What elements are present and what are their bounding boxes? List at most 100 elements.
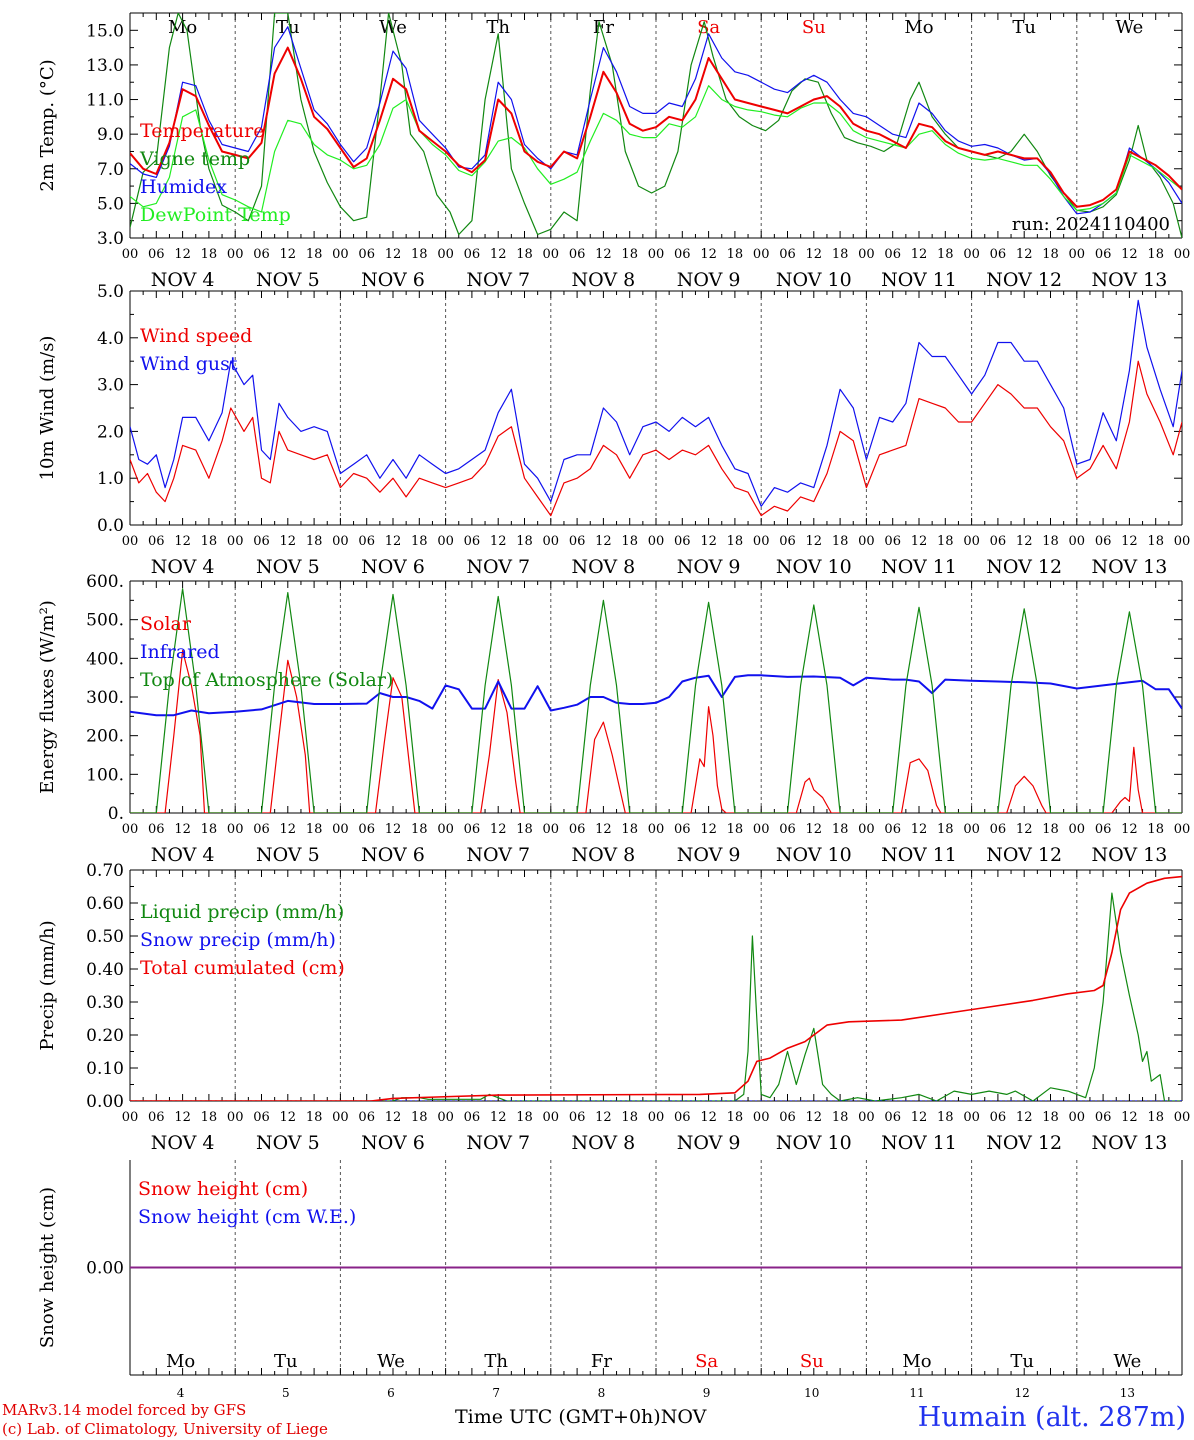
hour-tick-label: 18 xyxy=(727,1110,744,1125)
hour-tick-label: 06 xyxy=(674,247,691,262)
y-tick-label: 500. xyxy=(86,611,124,631)
hour-tick-label: 00 xyxy=(122,1110,139,1125)
hour-tick-label: 00 xyxy=(227,822,244,837)
day-name-label: Mo xyxy=(904,17,933,38)
hour-tick-label: 12 xyxy=(174,1110,191,1125)
date-label: NOV 9 xyxy=(677,269,741,291)
hour-tick-label: 12 xyxy=(280,247,297,262)
date-label: NOV 5 xyxy=(256,269,320,291)
hour-tick-label: 06 xyxy=(779,822,796,837)
hour-tick-label: 06 xyxy=(464,822,481,837)
date-label: NOV 13 xyxy=(1091,1132,1167,1154)
legend-entry: Snow height (cm) xyxy=(138,1178,308,1200)
hour-tick-label: 18 xyxy=(832,1110,849,1125)
hour-tick-label: 06 xyxy=(779,1110,796,1125)
date-label: NOV 9 xyxy=(677,844,741,866)
hour-tick-label: 06 xyxy=(779,247,796,262)
hour-tick-label: 12 xyxy=(490,247,507,262)
y-axis-label: 2m Temp. (°C) xyxy=(37,59,58,191)
hour-tick-label: 06 xyxy=(1095,534,1112,549)
hour-tick-label: 00 xyxy=(858,247,875,262)
day-name-label: Mo xyxy=(166,1351,195,1372)
y-tick-label: 0.50 xyxy=(86,927,124,947)
date-label: NOV 8 xyxy=(572,556,636,578)
hour-tick-label: 12 xyxy=(385,247,402,262)
hour-tick-label: 00 xyxy=(437,247,454,262)
hour-tick-label: 18 xyxy=(516,534,533,549)
hour-tick-label: 00 xyxy=(1174,534,1191,549)
date-label: NOV 6 xyxy=(361,269,425,291)
hour-tick-label: 12 xyxy=(280,822,297,837)
hour-tick-label: 18 xyxy=(1042,534,1059,549)
hour-tick-label: 00 xyxy=(1174,822,1191,837)
hour-tick-label: 00 xyxy=(437,534,454,549)
panel-5: 0.00 Snow height (cm) Snow height (cm) Snow… xyxy=(37,1160,1183,1400)
hour-tick-label: 06 xyxy=(990,534,1007,549)
date-label: NOV 13 xyxy=(1091,844,1167,866)
hour-tick-label: 12 xyxy=(700,1110,717,1125)
hour-tick-label: 18 xyxy=(516,247,533,262)
y-tick-label: 0.0 xyxy=(97,516,124,536)
hour-tick-label: 00 xyxy=(332,534,349,549)
hour-tick-label: 12 xyxy=(700,822,717,837)
series-line-dewpoint-temp xyxy=(130,85,1182,213)
hour-tick-label: 06 xyxy=(884,822,901,837)
hour-tick-label: 00 xyxy=(963,247,980,262)
hour-tick-label: 18 xyxy=(1147,247,1164,262)
hour-tick-label: 00 xyxy=(543,534,560,549)
hour-tick-label: 00 xyxy=(858,1110,875,1125)
hour-tick-label: 12 xyxy=(1016,534,1033,549)
hour-tick-label: 12 xyxy=(385,822,402,837)
y-tick-label: 0.70 xyxy=(86,861,124,881)
panel-1: 3.0 5.0 7.0 9.0 11.0 13.0 15.0 2m Temp. (°C) 00 0… xyxy=(37,12,1190,291)
hour-tick-label: 12 xyxy=(911,247,928,262)
date-label: NOV 10 xyxy=(776,269,852,291)
hour-tick-label: 06 xyxy=(674,822,691,837)
day-number-label: 11 xyxy=(909,1386,924,1400)
hour-tick-label: 00 xyxy=(858,534,875,549)
hour-tick-label: 12 xyxy=(700,534,717,549)
hour-tick-label: 06 xyxy=(358,247,375,262)
day-name-label: We xyxy=(1116,17,1144,38)
hour-tick-label: 18 xyxy=(411,534,428,549)
hour-tick-label: 00 xyxy=(648,822,665,837)
date-label: NOV 4 xyxy=(151,269,215,291)
day-name-label: Fr xyxy=(591,1351,612,1372)
hour-tick-label: 12 xyxy=(490,534,507,549)
hour-tick-label: 12 xyxy=(806,1110,823,1125)
hour-tick-label: 00 xyxy=(122,247,139,262)
date-label: NOV 12 xyxy=(986,269,1062,291)
lab-credit: (c) Lab. of Climatology, University of L… xyxy=(2,1420,328,1438)
hour-tick-label: 06 xyxy=(253,534,270,549)
legend-entry: Infrared xyxy=(140,641,220,663)
hour-tick-label: 18 xyxy=(201,1110,218,1125)
hour-tick-label: 12 xyxy=(806,247,823,262)
date-label: NOV 12 xyxy=(986,556,1062,578)
day-name-label: Fr xyxy=(593,17,614,38)
day-number-label: 9 xyxy=(703,1386,711,1400)
series-line-liquid-precip-mm-h- xyxy=(130,892,1182,1101)
hour-tick-label: 18 xyxy=(937,822,954,837)
hour-tick-label: 18 xyxy=(516,822,533,837)
y-tick-label: 0.00 xyxy=(86,1259,124,1279)
date-label: NOV 8 xyxy=(572,1132,636,1154)
hour-tick-label: 00 xyxy=(122,534,139,549)
y-tick-label: 4.0 xyxy=(97,329,124,349)
hour-tick-label: 18 xyxy=(937,1110,954,1125)
hour-tick-label: 12 xyxy=(700,247,717,262)
hour-tick-label: 18 xyxy=(1147,822,1164,837)
hour-tick-label: 06 xyxy=(148,1110,165,1125)
legend-entry: Humidex xyxy=(140,176,227,198)
series-line-total-cumulated-cm- xyxy=(130,875,1182,1101)
hour-tick-label: 18 xyxy=(306,1110,323,1125)
hour-tick-label: 18 xyxy=(727,247,744,262)
hour-tick-label: 00 xyxy=(227,534,244,549)
panel-2: 0.0 1.0 2.0 3.0 4.0 5.0 10m Wind (m/s) 00 06 12 18… xyxy=(37,282,1190,578)
day-number-label: 5 xyxy=(282,1386,290,1400)
hour-tick-label: 00 xyxy=(858,822,875,837)
hour-tick-label: 18 xyxy=(727,534,744,549)
hour-tick-label: 06 xyxy=(569,534,586,549)
day-name-label: Sa xyxy=(697,17,720,38)
series-line-wind-gust xyxy=(130,299,1182,507)
date-label: NOV 5 xyxy=(256,844,320,866)
